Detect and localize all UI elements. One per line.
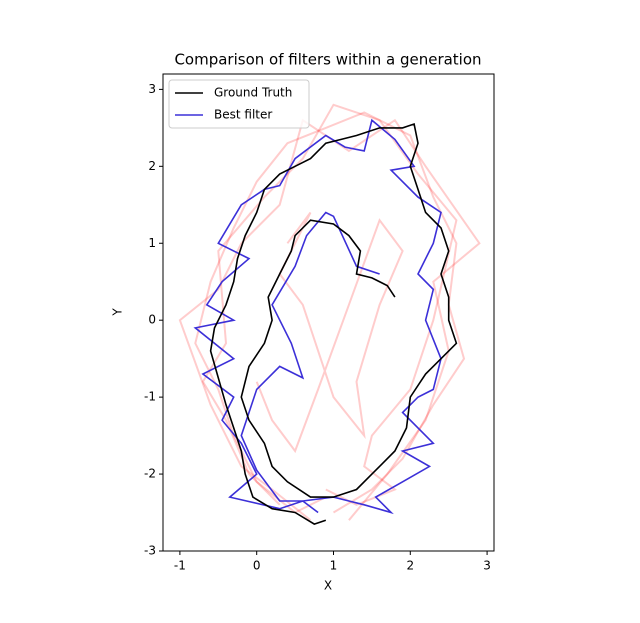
filter-line bbox=[201, 103, 458, 506]
plot-frame bbox=[162, 73, 495, 552]
x-tick-label: 3 bbox=[483, 559, 491, 573]
series-line bbox=[193, 118, 442, 515]
x-tick-label: -1 bbox=[174, 559, 186, 573]
x-tick-label: 2 bbox=[406, 559, 414, 573]
y-tick-label: 2 bbox=[148, 159, 156, 173]
legend-label: Ground Truth bbox=[214, 86, 292, 100]
legend-label: Best filter bbox=[214, 108, 272, 122]
y-tick-label: -3 bbox=[144, 544, 156, 558]
x-axis-label: X bbox=[324, 579, 332, 593]
y-tick-label: -2 bbox=[144, 467, 156, 481]
series-line bbox=[209, 122, 458, 525]
y-tick-label: 1 bbox=[148, 236, 156, 250]
x-tick-label: 1 bbox=[330, 559, 338, 573]
legend-box bbox=[168, 79, 310, 129]
y-tick-label: 3 bbox=[148, 82, 156, 96]
filter-line bbox=[255, 211, 404, 454]
y-axis-label: Y bbox=[111, 308, 125, 317]
chart-title: Comparison of filters within a generatio… bbox=[174, 51, 481, 69]
filter-line bbox=[194, 111, 466, 514]
y-tick-label: 0 bbox=[148, 313, 156, 327]
x-tick-label: 0 bbox=[253, 559, 261, 573]
y-tick-label: -1 bbox=[144, 390, 156, 404]
